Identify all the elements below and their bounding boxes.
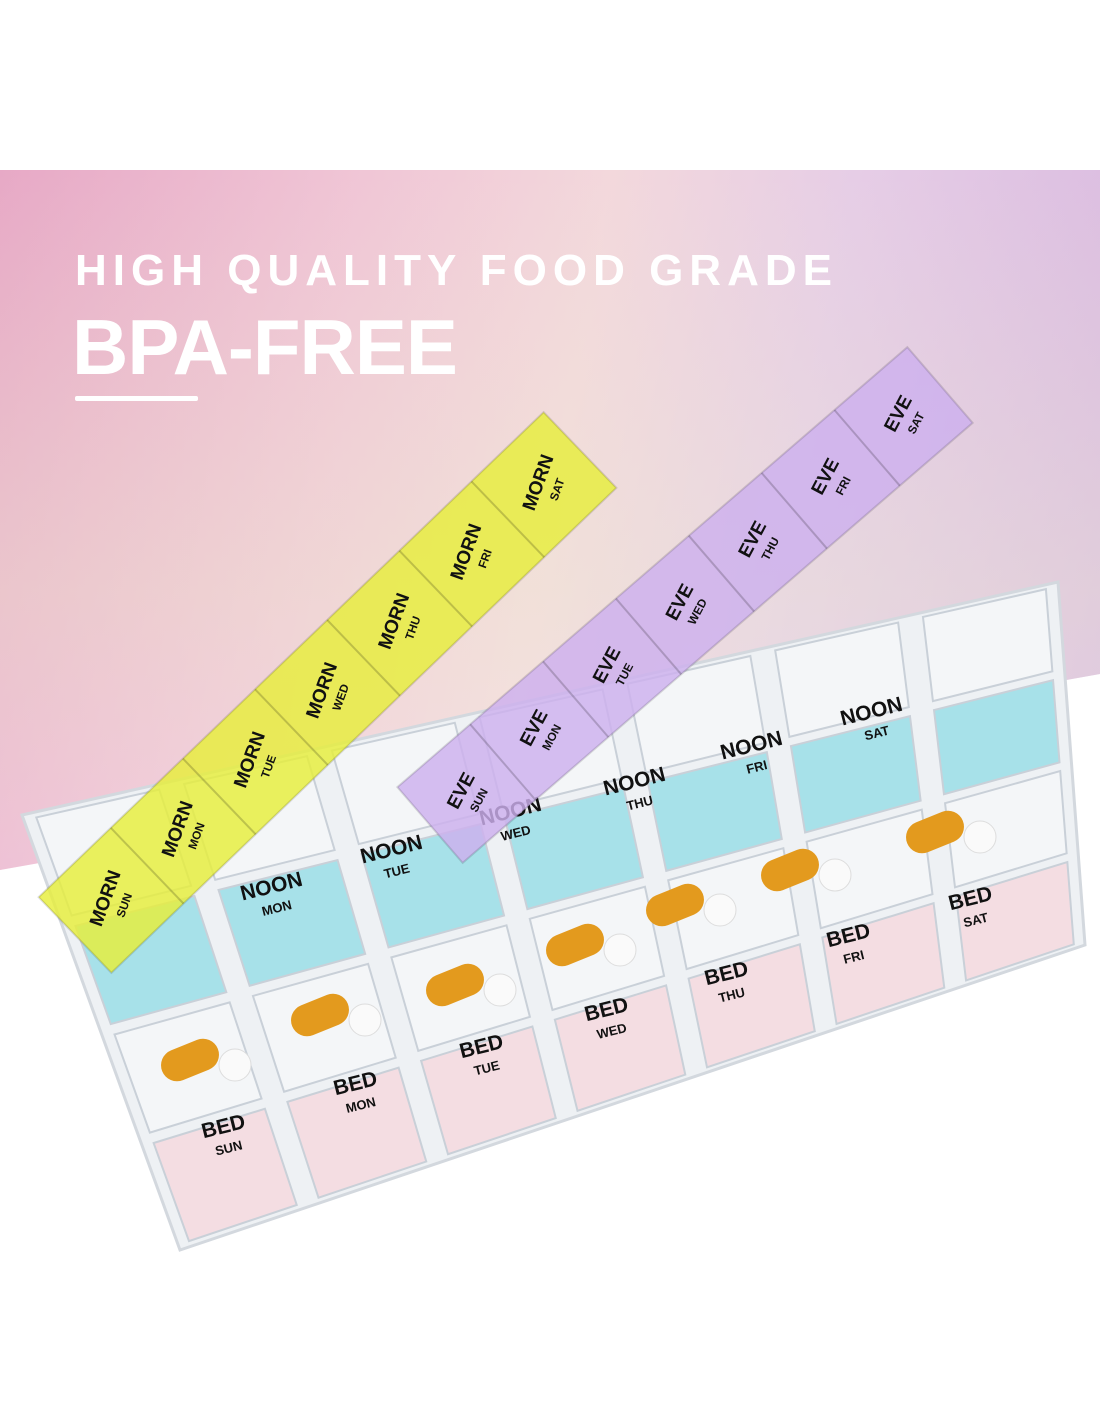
slot-day: THU bbox=[625, 792, 655, 813]
slot-day: MON bbox=[344, 1094, 377, 1116]
capsule bbox=[161, 1038, 219, 1082]
lid-divider bbox=[326, 619, 401, 697]
lid-divider bbox=[182, 757, 257, 835]
capsule bbox=[906, 810, 964, 854]
compartment[interactable] bbox=[932, 678, 1061, 796]
compartment[interactable] bbox=[646, 750, 783, 873]
compartment[interactable] bbox=[503, 786, 645, 911]
compartment[interactable] bbox=[217, 858, 367, 987]
compartment[interactable] bbox=[954, 860, 1075, 982]
compartment[interactable] bbox=[774, 621, 910, 739]
lid-divider bbox=[760, 472, 828, 550]
capsule bbox=[426, 963, 484, 1007]
lid-divider bbox=[688, 535, 755, 613]
headline-line1: HIGH QUALITY FOOD GRADE bbox=[75, 246, 838, 295]
tablet bbox=[603, 933, 637, 967]
slot-day: SAT bbox=[863, 723, 891, 744]
compartment[interactable] bbox=[286, 1066, 428, 1199]
compartment[interactable] bbox=[152, 1107, 298, 1243]
compartment[interactable] bbox=[687, 943, 816, 1069]
tablet bbox=[483, 973, 517, 1007]
compartment[interactable] bbox=[921, 587, 1054, 703]
lid-divider bbox=[398, 550, 473, 628]
capsule bbox=[761, 848, 819, 892]
slot-day: THU bbox=[717, 984, 747, 1005]
lid-divider bbox=[469, 723, 537, 801]
tablet bbox=[818, 858, 852, 892]
slot-day: SUN bbox=[214, 1137, 244, 1158]
compartment[interactable] bbox=[789, 714, 922, 834]
compartment[interactable] bbox=[419, 1025, 557, 1156]
slot-day: SAT bbox=[962, 910, 990, 931]
slot-day: WED bbox=[595, 1020, 628, 1042]
slot-day: TUE bbox=[382, 860, 411, 881]
tablet bbox=[703, 893, 737, 927]
headline-line2: BPA-FREE bbox=[72, 303, 458, 391]
lid-divider bbox=[833, 409, 901, 487]
tablet bbox=[218, 1048, 252, 1082]
lid-divider bbox=[615, 597, 682, 675]
tablet bbox=[963, 820, 997, 854]
capsule bbox=[646, 883, 704, 927]
compartment[interactable] bbox=[943, 769, 1068, 889]
tablet bbox=[348, 1003, 382, 1037]
capsule bbox=[291, 993, 349, 1037]
headline-underline bbox=[75, 396, 198, 401]
lid-divider bbox=[542, 660, 610, 738]
slot-day: FRI bbox=[842, 947, 866, 967]
compartment[interactable] bbox=[553, 984, 687, 1113]
slot-day: MON bbox=[260, 897, 293, 919]
compartment[interactable] bbox=[805, 808, 934, 930]
capsule bbox=[546, 923, 604, 967]
slot-day: FRI bbox=[476, 548, 495, 570]
slot-day: WED bbox=[499, 822, 532, 844]
morn-lid-strip[interactable] bbox=[37, 410, 618, 975]
compartment[interactable] bbox=[821, 901, 946, 1026]
lid-divider bbox=[110, 827, 185, 905]
lid-divider bbox=[470, 480, 545, 558]
lid-divider bbox=[254, 688, 329, 766]
slot-day: TUE bbox=[472, 1057, 501, 1078]
eve-lid-strip[interactable] bbox=[395, 345, 975, 865]
slot-day: FRI bbox=[745, 757, 769, 777]
